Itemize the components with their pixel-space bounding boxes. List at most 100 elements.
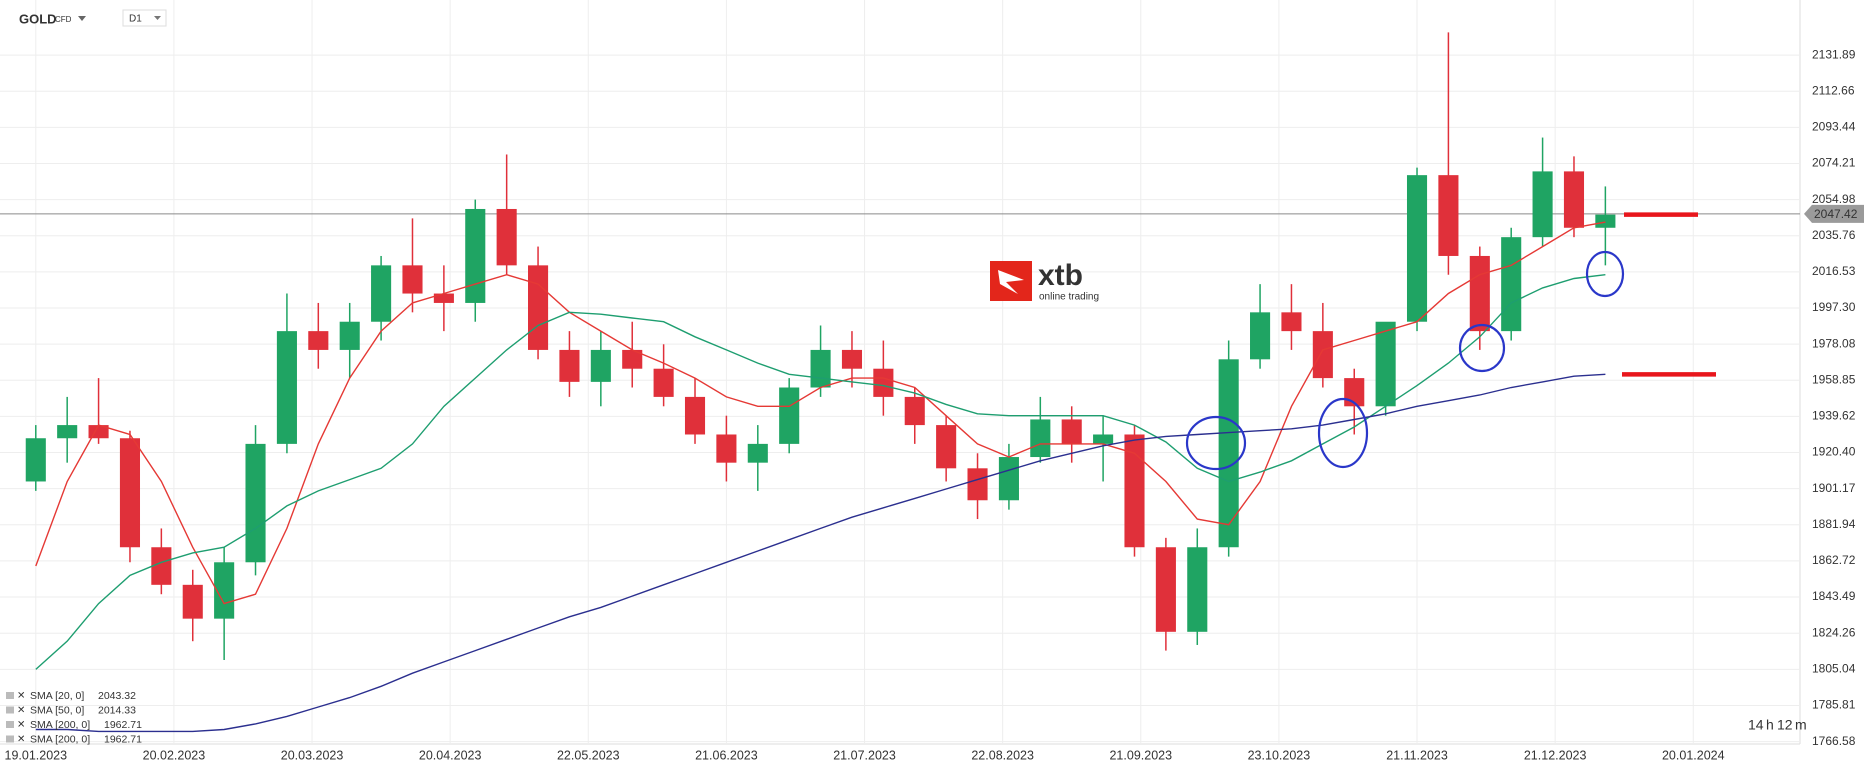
- legend-close[interactable]: ✕: [17, 720, 25, 731]
- candle-body: [716, 434, 737, 463]
- timer-hours: 14: [1748, 717, 1764, 733]
- annotation-circle: [1317, 397, 1369, 469]
- candle-body: [747, 443, 768, 463]
- timer-m: m: [1795, 717, 1807, 733]
- candle-body: [998, 457, 1019, 501]
- candle-body: [1469, 255, 1490, 332]
- candle-body: [151, 547, 172, 585]
- candle-body: [528, 265, 549, 350]
- candle-body: [402, 265, 423, 294]
- legend-name: SMA [20, 0]: [30, 690, 84, 702]
- symbol-dropdown[interactable]: [78, 16, 86, 21]
- legend-icon: [6, 721, 14, 728]
- candle-body: [1375, 321, 1396, 407]
- y-tick-label: 1920.40: [1812, 445, 1856, 459]
- candle-body: [622, 349, 643, 369]
- annotation-circle: [1585, 250, 1625, 298]
- x-tick-label: 20.01.2024: [1662, 748, 1725, 762]
- x-tick-label: 20.02.2023: [143, 748, 206, 762]
- timer-h: h: [1766, 717, 1774, 733]
- candle-body: [371, 265, 392, 322]
- x-tick-label: 21.12.2023: [1524, 748, 1587, 762]
- sma-line: [35, 274, 1606, 670]
- y-tick-label: 2016.53: [1812, 264, 1856, 278]
- legend-name: SMA [200, 0]: [30, 733, 90, 745]
- candle-body: [1406, 175, 1428, 322]
- candle-body: [590, 349, 611, 382]
- candle-body: [1281, 312, 1302, 332]
- candle-body: [904, 396, 925, 426]
- candle-body: [119, 438, 141, 548]
- x-tick-label: 20.04.2023: [419, 748, 482, 762]
- logo-name: xtb: [1038, 259, 1083, 292]
- annotation-circle: [1458, 323, 1506, 373]
- interval: D1: [129, 14, 142, 25]
- x-tick-label: 19.01.2023: [5, 748, 68, 762]
- y-tick-label: 1978.08: [1812, 336, 1856, 350]
- legend-value: 1962.71: [104, 733, 142, 745]
- annotation-circle: [1185, 415, 1247, 471]
- symbol-kind: CFD: [55, 15, 72, 24]
- candle-body: [1093, 434, 1114, 444]
- y-tick-label: 2093.44: [1812, 120, 1856, 134]
- candle-body: [25, 438, 46, 482]
- candle-body: [810, 349, 831, 388]
- current-price-tag: [1804, 204, 1864, 223]
- y-tick-label: 1958.85: [1812, 372, 1856, 386]
- candle-body: [1124, 434, 1145, 548]
- marks: [0, 32, 1800, 733]
- y-tick-label: 1843.49: [1812, 589, 1856, 603]
- interval-select[interactable]: [122, 9, 167, 27]
- legend-value: 2043.32: [98, 690, 136, 702]
- candle-body: [465, 208, 486, 303]
- candle-body: [967, 468, 988, 501]
- candle-body: [873, 368, 894, 397]
- logo-icon: [998, 270, 1024, 294]
- x-tick-label: 22.08.2023: [971, 748, 1034, 762]
- candle-body: [1187, 547, 1208, 632]
- legend-icon: [6, 735, 14, 743]
- candle-body: [1218, 359, 1239, 548]
- annotations: [1185, 250, 1625, 471]
- legend-name: SMA [200, 0]: [30, 719, 90, 731]
- candle-body: [1595, 214, 1616, 228]
- y-tick-label: 2112.66: [1812, 83, 1855, 97]
- symbol: GOLD: [19, 11, 57, 26]
- y-tick-label: 1862.72: [1812, 553, 1856, 567]
- candle-body: [1501, 237, 1522, 332]
- x-tick-label: 22.05.2023: [557, 748, 620, 762]
- sma-line: [35, 221, 1606, 605]
- candle-body: [653, 368, 674, 397]
- candle-body: [841, 349, 863, 369]
- candle-body: [1155, 547, 1176, 632]
- current-price-label: 2047.42: [1814, 207, 1858, 221]
- y-tick-label: 1901.17: [1812, 481, 1856, 495]
- legend-close[interactable]: ✕: [17, 705, 25, 716]
- legend-close[interactable]: ✕: [17, 691, 25, 702]
- legend-icon: [6, 706, 14, 714]
- candle-body: [276, 331, 297, 444]
- timer-minutes: 12: [1777, 717, 1793, 733]
- y-tick-label: 1824.26: [1812, 625, 1856, 639]
- x-tick-label: 21.06.2023: [695, 748, 758, 762]
- logo-tagline: online trading: [1039, 292, 1099, 303]
- y-tick-label: 2035.76: [1812, 228, 1856, 242]
- y-tick-label: 1785.81: [1812, 698, 1856, 712]
- candle-body: [1532, 171, 1553, 238]
- candle-body: [182, 584, 203, 619]
- candle-body: [1061, 419, 1082, 444]
- x-tick-label: 21.11.2023: [1386, 748, 1448, 762]
- legend-close[interactable]: ✕: [17, 734, 25, 745]
- y-tick-label: 1805.04: [1812, 661, 1856, 675]
- x-tick-label: 20.03.2023: [281, 748, 344, 762]
- candle-body: [245, 443, 266, 563]
- candle-body: [308, 331, 329, 350]
- candle-body: [1030, 419, 1051, 458]
- candle-body: [57, 425, 78, 439]
- sma-line: [35, 373, 1606, 733]
- candle-body: [1563, 171, 1585, 228]
- y-tick-label: 2054.98: [1812, 192, 1856, 206]
- candle-body: [936, 425, 957, 469]
